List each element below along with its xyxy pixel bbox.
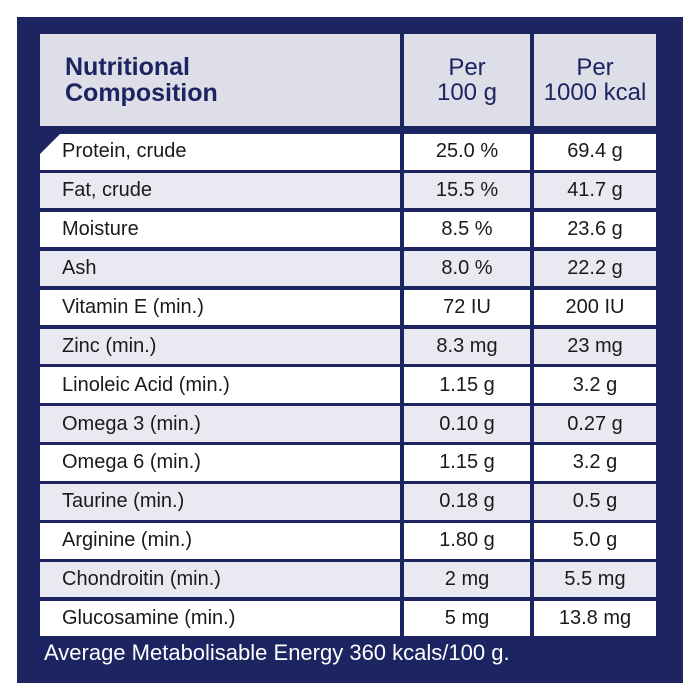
value-per-1000kcal: 3.2 g <box>534 445 656 481</box>
value-per-100g: 2 mg <box>404 561 530 598</box>
value-per-1000kcal: 5.0 g <box>534 523 656 559</box>
nutrient-name: Vitamin E (min.) <box>40 289 400 326</box>
value-per-100g: 8.3 mg <box>404 328 530 364</box>
table-row: Protein, crude 25.0 % 69.4 g <box>40 134 656 170</box>
value-per-1000kcal: 5.5 mg <box>534 561 656 598</box>
header-per-1000kcal-line2: 1000 kcal <box>543 79 647 106</box>
corner-notch <box>40 134 60 154</box>
value-per-1000kcal: 3.2 g <box>534 367 656 403</box>
table-row: Omega 3 (min.) 0.10 g 0.27 g <box>40 406 656 442</box>
value-per-1000kcal: 13.8 mg <box>534 600 656 637</box>
nutrient-name: Linoleic Acid (min.) <box>40 367 400 403</box>
nutrient-name: Taurine (min.) <box>40 484 400 520</box>
value-per-1000kcal: 200 IU <box>534 289 656 326</box>
table-row: Ash 8.0 % 22.2 g <box>40 250 656 287</box>
header-per-1000kcal: Per 1000 kcal <box>534 34 656 126</box>
nutrient-name: Zinc (min.) <box>40 328 400 364</box>
nutrient-name: Arginine (min.) <box>40 523 400 559</box>
value-per-100g: 15.5 % <box>404 172 530 209</box>
value-per-1000kcal: 0.5 g <box>534 484 656 520</box>
header-composition: Nutritional Composition <box>40 34 400 126</box>
value-per-100g: 5 mg <box>404 600 530 637</box>
nutrient-name: Protein, crude <box>40 134 400 170</box>
header-per-100g-line1: Per <box>448 54 486 81</box>
nutrient-name: Glucosamine (min.) <box>40 600 400 637</box>
table-row: Taurine (min.) 0.18 g 0.5 g <box>40 484 656 520</box>
nutrient-name: Fat, crude <box>40 172 400 209</box>
value-per-100g: 0.10 g <box>404 406 530 442</box>
header-composition-line2: Composition <box>65 79 218 107</box>
table-row: Glucosamine (min.) 5 mg 13.8 mg <box>40 600 656 637</box>
table-row: Linoleic Acid (min.) 1.15 g 3.2 g <box>40 367 656 403</box>
value-per-1000kcal: 69.4 g <box>534 134 656 170</box>
value-per-100g: 0.18 g <box>404 484 530 520</box>
nutrient-name: Moisture <box>40 211 400 248</box>
value-per-100g: 8.5 % <box>404 211 530 248</box>
header-composition-line1: Nutritional <box>65 53 190 81</box>
value-per-1000kcal: 22.2 g <box>534 250 656 287</box>
nutrition-table: Nutritional Composition Per 100 g Per 10… <box>40 34 656 637</box>
value-per-1000kcal: 0.27 g <box>534 406 656 442</box>
table-row: Zinc (min.) 8.3 mg 23 mg <box>40 328 656 364</box>
table-row: Arginine (min.) 1.80 g 5.0 g <box>40 523 656 559</box>
value-per-100g: 8.0 % <box>404 250 530 287</box>
header-per-100g-line2: 100 g <box>436 79 498 106</box>
value-per-100g: 1.15 g <box>404 445 530 481</box>
energy-footnote: Average Metabolisable Energy 360 kcals/1… <box>44 640 510 665</box>
table-header-row: Nutritional Composition Per 100 g Per 10… <box>40 34 656 126</box>
value-per-1000kcal: 23 mg <box>534 328 656 364</box>
nutrition-panel: Nutritional Composition Per 100 g Per 10… <box>17 17 683 683</box>
nutrient-name: Omega 6 (min.) <box>40 445 400 481</box>
value-per-100g: 1.15 g <box>404 367 530 403</box>
table-row: Vitamin E (min.) 72 IU 200 IU <box>40 289 656 326</box>
nutrient-name: Omega 3 (min.) <box>40 406 400 442</box>
value-per-100g: 1.80 g <box>404 523 530 559</box>
table-row: Fat, crude 15.5 % 41.7 g <box>40 172 656 209</box>
nutrient-name: Chondroitin (min.) <box>40 561 400 598</box>
table-row: Moisture 8.5 % 23.6 g <box>40 211 656 248</box>
nutrient-name: Ash <box>40 250 400 287</box>
header-per-100g: Per 100 g <box>404 34 530 126</box>
value-per-100g: 72 IU <box>404 289 530 326</box>
value-per-1000kcal: 23.6 g <box>534 211 656 248</box>
table-row: Omega 6 (min.) 1.15 g 3.2 g <box>40 445 656 481</box>
table-row: Chondroitin (min.) 2 mg 5.5 mg <box>40 561 656 598</box>
header-per-1000kcal-line1: Per <box>576 54 614 81</box>
value-per-100g: 25.0 % <box>404 134 530 170</box>
value-per-1000kcal: 41.7 g <box>534 172 656 209</box>
